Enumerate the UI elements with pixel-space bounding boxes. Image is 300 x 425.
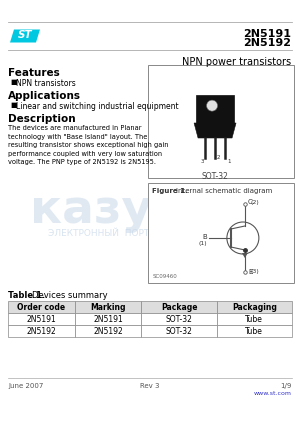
Text: 2N5192: 2N5192 bbox=[26, 326, 56, 335]
Circle shape bbox=[227, 222, 259, 254]
Text: Order code: Order code bbox=[17, 303, 65, 312]
Polygon shape bbox=[196, 95, 234, 123]
Text: ЭЛЕКТРОННЫЙ  ПОРТАЛ: ЭЛЕКТРОННЫЙ ПОРТАЛ bbox=[48, 229, 162, 238]
Text: Marking: Marking bbox=[90, 303, 126, 312]
Bar bbox=[141, 313, 217, 325]
Text: 1/9: 1/9 bbox=[280, 383, 292, 389]
Bar bbox=[217, 301, 292, 313]
Text: Description: Description bbox=[8, 114, 76, 124]
Bar bbox=[141, 325, 217, 337]
Text: 2N5192: 2N5192 bbox=[93, 326, 123, 335]
Text: Tube: Tube bbox=[245, 314, 263, 323]
Text: 2N5192: 2N5192 bbox=[243, 38, 291, 48]
Text: SOT-32: SOT-32 bbox=[202, 172, 229, 181]
Text: Applications: Applications bbox=[8, 91, 81, 101]
Text: 2N5191: 2N5191 bbox=[26, 314, 56, 323]
Text: 1: 1 bbox=[227, 159, 230, 164]
Text: (3): (3) bbox=[251, 269, 260, 275]
Polygon shape bbox=[194, 123, 236, 138]
Text: B: B bbox=[202, 234, 207, 240]
Bar bbox=[75, 325, 141, 337]
Text: The devices are manufactured in Planar
technology with "Base Island" layout. The: The devices are manufactured in Planar t… bbox=[8, 125, 169, 165]
Bar bbox=[141, 301, 217, 313]
Text: Table 1.: Table 1. bbox=[8, 291, 45, 300]
Text: Features: Features bbox=[8, 68, 60, 78]
Bar bbox=[8, 313, 75, 325]
Text: (1): (1) bbox=[198, 241, 207, 246]
Bar bbox=[8, 301, 75, 313]
Text: Figure 1.: Figure 1. bbox=[152, 188, 188, 194]
Text: (2): (2) bbox=[251, 199, 260, 204]
Text: www.st.com: www.st.com bbox=[254, 391, 292, 396]
Text: E: E bbox=[248, 269, 252, 275]
Text: 2: 2 bbox=[217, 155, 220, 160]
Text: ■: ■ bbox=[10, 79, 16, 85]
Text: ■: ■ bbox=[10, 102, 16, 108]
Circle shape bbox=[207, 100, 218, 111]
Text: Packaging: Packaging bbox=[232, 303, 277, 312]
Text: Linear and switching industrial equipment: Linear and switching industrial equipmen… bbox=[16, 102, 178, 111]
Bar bbox=[148, 183, 294, 283]
Text: 3: 3 bbox=[201, 159, 204, 164]
Polygon shape bbox=[242, 253, 248, 258]
Text: Rev 3: Rev 3 bbox=[140, 383, 160, 389]
Polygon shape bbox=[10, 29, 40, 42]
Text: June 2007: June 2007 bbox=[8, 383, 44, 389]
Text: NPN power transistors: NPN power transistors bbox=[182, 57, 291, 67]
Text: ST: ST bbox=[18, 30, 32, 40]
Bar bbox=[148, 65, 294, 178]
Text: Devices summary: Devices summary bbox=[32, 291, 108, 300]
Text: 2N5191: 2N5191 bbox=[243, 29, 291, 39]
Text: казус: казус bbox=[30, 187, 180, 232]
Text: Internal schematic diagram: Internal schematic diagram bbox=[176, 188, 272, 194]
Bar bbox=[8, 325, 75, 337]
Bar bbox=[217, 325, 292, 337]
Bar bbox=[75, 313, 141, 325]
Bar bbox=[217, 313, 292, 325]
Bar bbox=[75, 301, 141, 313]
Text: NPN transistors: NPN transistors bbox=[16, 79, 76, 88]
Text: 2N5191: 2N5191 bbox=[93, 314, 123, 323]
Text: Tube: Tube bbox=[245, 326, 263, 335]
Text: C: C bbox=[248, 199, 253, 205]
Text: SOT-32: SOT-32 bbox=[166, 314, 193, 323]
Text: SC09460: SC09460 bbox=[153, 274, 178, 279]
Text: SOT-32: SOT-32 bbox=[166, 326, 193, 335]
Text: Package: Package bbox=[161, 303, 197, 312]
